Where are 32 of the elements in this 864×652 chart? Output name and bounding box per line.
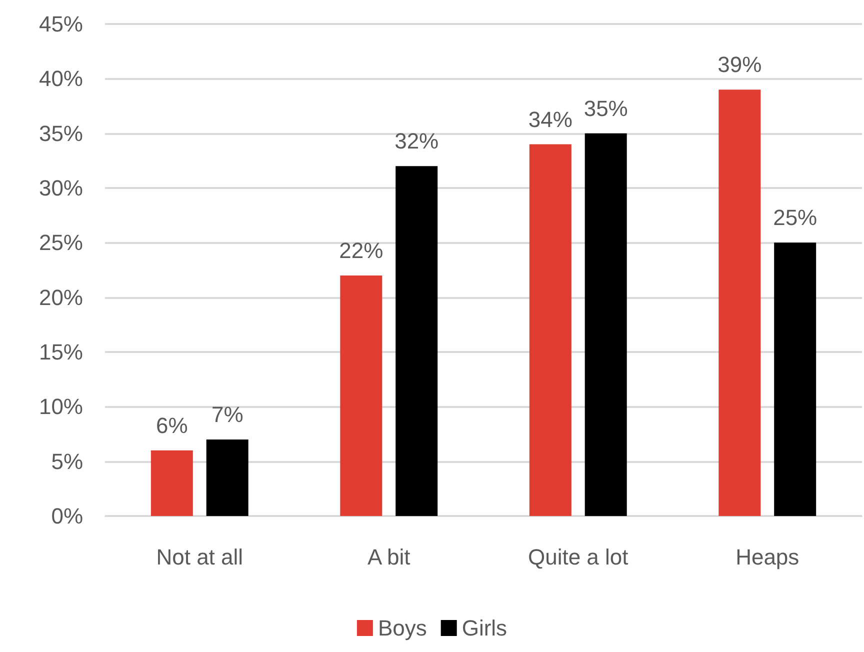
bar <box>150 450 193 516</box>
legend-label: Boys <box>378 616 427 640</box>
x-tick-label: Heaps <box>736 544 800 570</box>
data-label: 34% <box>528 106 572 132</box>
bar <box>396 166 438 516</box>
data-label: 39% <box>718 52 762 78</box>
x-tick-label: A bit <box>367 544 410 570</box>
y-tick-label: 35% <box>38 120 83 146</box>
bar <box>340 275 382 516</box>
data-label: 7% <box>211 402 244 427</box>
y-tick-label: 45% <box>38 12 83 36</box>
bar <box>718 90 761 516</box>
x-tick-label: Not at all <box>156 544 244 570</box>
y-tick-label: 15% <box>38 340 83 364</box>
bar <box>774 242 816 516</box>
data-label: 6% <box>156 412 188 438</box>
y-tick-label: 10% <box>38 394 83 420</box>
bar <box>584 133 627 516</box>
data-label: 32% <box>394 128 439 154</box>
y-tick-label: 30% <box>38 176 83 200</box>
bar <box>206 439 248 516</box>
y-tick-label: 20% <box>38 284 83 310</box>
data-label: 22% <box>339 238 384 263</box>
y-tick-label: 25% <box>38 230 83 256</box>
x-tick-label: Quite a lot <box>528 544 628 570</box>
legend-label: Girls <box>462 616 508 640</box>
y-tick-label: 5% <box>51 448 83 474</box>
y-tick-label: 40% <box>38 66 83 92</box>
data-label: 35% <box>584 96 628 121</box>
y-tick-label: 0% <box>51 504 83 528</box>
bar <box>529 144 572 516</box>
data-label: 25% <box>773 205 818 230</box>
